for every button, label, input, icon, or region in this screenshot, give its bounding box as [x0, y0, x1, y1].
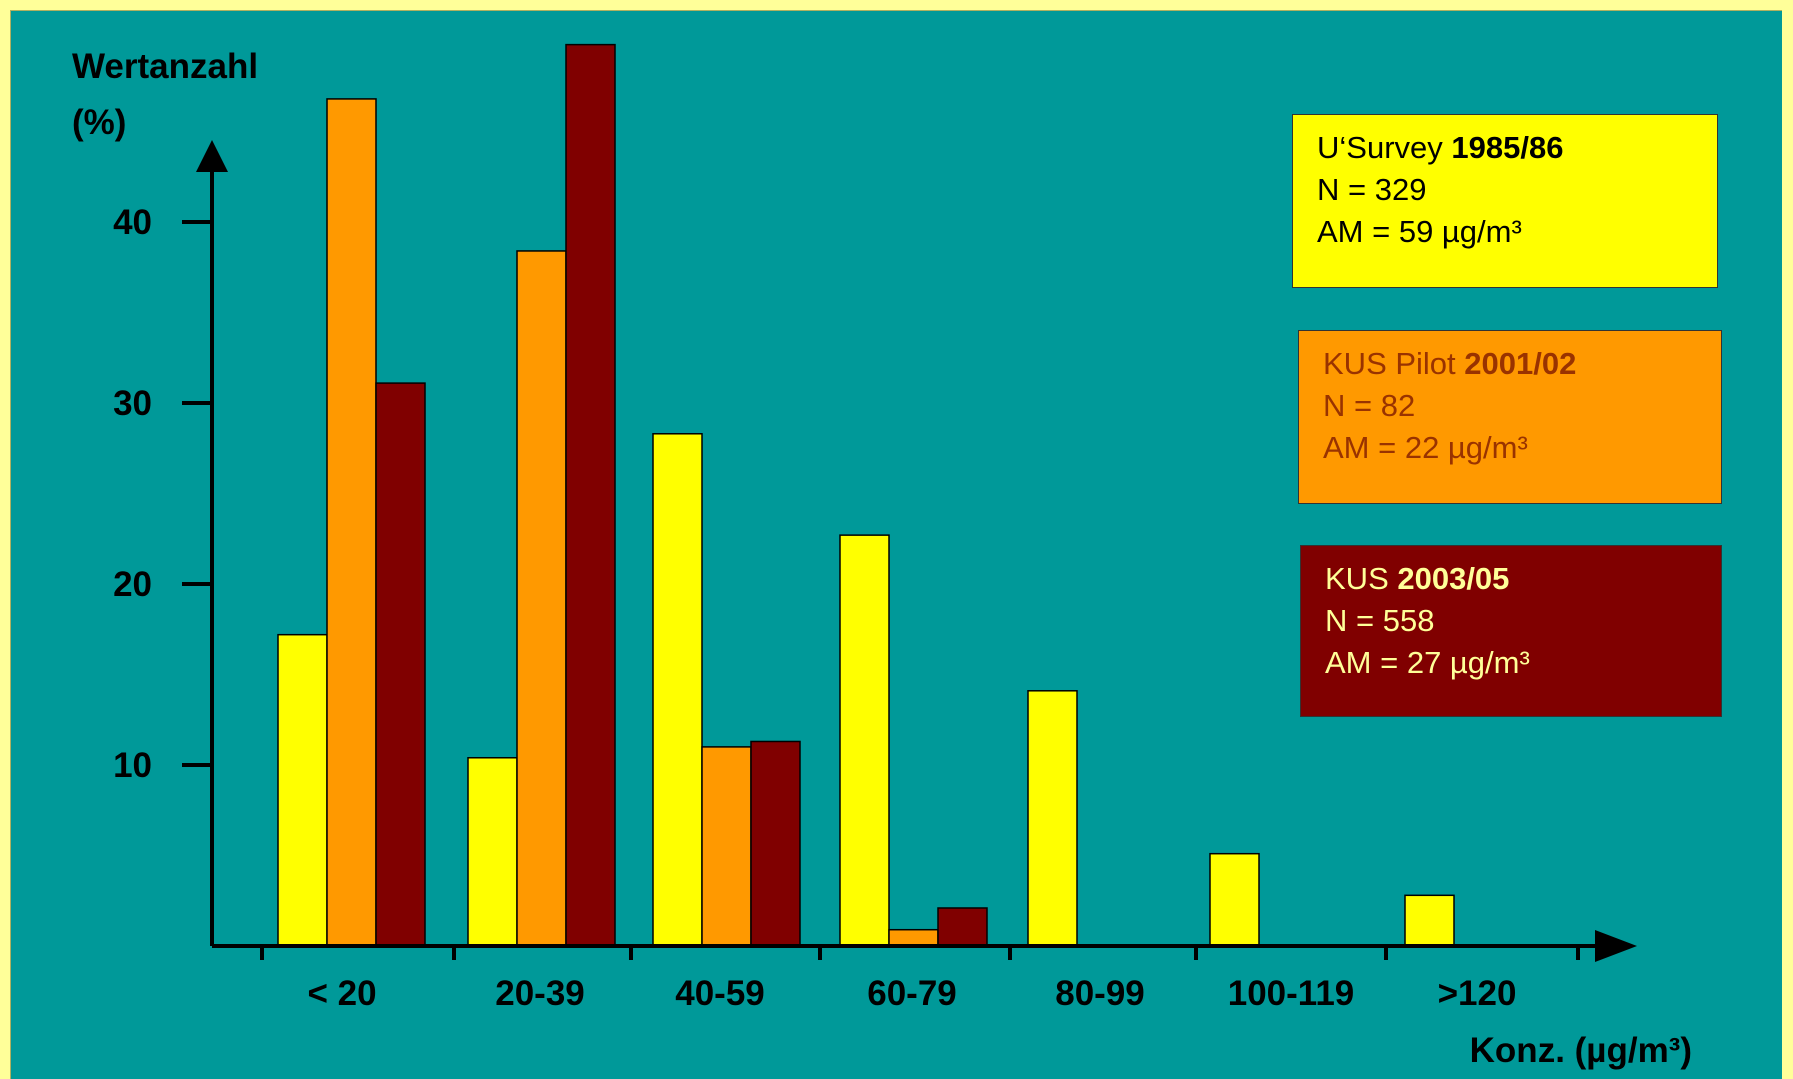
legend-item-2001: KUS Pilot 2001/02 N = 82 AM = 22 µg/m³ [1298, 330, 1722, 504]
legend-am-2003: AM = 27 µg/m³ [1325, 645, 1530, 680]
bar-1-4059 [652, 433, 703, 947]
legend-am-2001: AM = 22 µg/m³ [1323, 430, 1528, 465]
x-tick-label-3: 60-79 [867, 974, 957, 1013]
y-tick-label-30: 30 [113, 384, 152, 423]
x-tick-label-5: 100-119 [1228, 974, 1355, 1013]
bar-1-120 [1404, 894, 1455, 947]
bar-3-2039 [565, 43, 616, 947]
legend-n-1985: N = 329 [1317, 172, 1427, 207]
y-axis-arrowhead [196, 140, 228, 172]
bar-1-6079 [839, 534, 890, 947]
legend-label-1985: U‘Survey [1317, 130, 1452, 165]
legend-am-1985: AM = 59 µg/m³ [1317, 214, 1522, 249]
x-tick-label-2: 40-59 [675, 974, 765, 1013]
bar-2-6079 [888, 928, 939, 947]
legend-years-2001: 2001/02 [1464, 346, 1577, 381]
y-axis-label-line1: Wertanzahl [72, 47, 258, 86]
bar-1-2039 [467, 757, 518, 947]
bar-3-4059 [750, 740, 801, 947]
legend-item-1985: U‘Survey 1985/86 N = 329 AM = 59 µg/m³ [1292, 114, 1718, 288]
x-tick-label-0: < 20 [307, 974, 376, 1013]
x-axis-arrowhead [1595, 930, 1637, 962]
x-axis-label: Konz. (µg/m³) [1470, 1031, 1692, 1070]
bar-2-2039 [516, 250, 567, 947]
bar-2-4059 [701, 746, 752, 947]
y-tick-label-10: 10 [113, 746, 152, 785]
x-tick-label-6: >120 [1438, 974, 1517, 1013]
bar-3-6079 [937, 907, 988, 947]
bar-1-8099 [1027, 690, 1078, 947]
bar-1-20 [277, 633, 328, 947]
legend-label-2001: KUS Pilot [1323, 346, 1465, 381]
bar-3-20 [375, 382, 426, 947]
y-tick-label-20: 20 [113, 565, 152, 604]
y-axis-label-line2: (%) [72, 103, 126, 142]
bar-2-20 [326, 98, 377, 947]
legend-n-2003: N = 558 [1325, 603, 1435, 638]
legend-item-2003: KUS 2003/05 N = 558 AM = 27 µg/m³ [1300, 545, 1722, 717]
y-tick-label-40: 40 [113, 203, 152, 242]
legend-label-2003: KUS [1325, 561, 1398, 596]
x-tick-label-1: 20-39 [495, 974, 585, 1013]
bar-1-100119 [1209, 852, 1260, 947]
legend-n-2001: N = 82 [1323, 388, 1416, 423]
legend-years-1985: 1985/86 [1451, 130, 1564, 165]
x-tick-label-4: 80-99 [1055, 974, 1145, 1013]
legend-years-2003: 2003/05 [1397, 561, 1510, 596]
